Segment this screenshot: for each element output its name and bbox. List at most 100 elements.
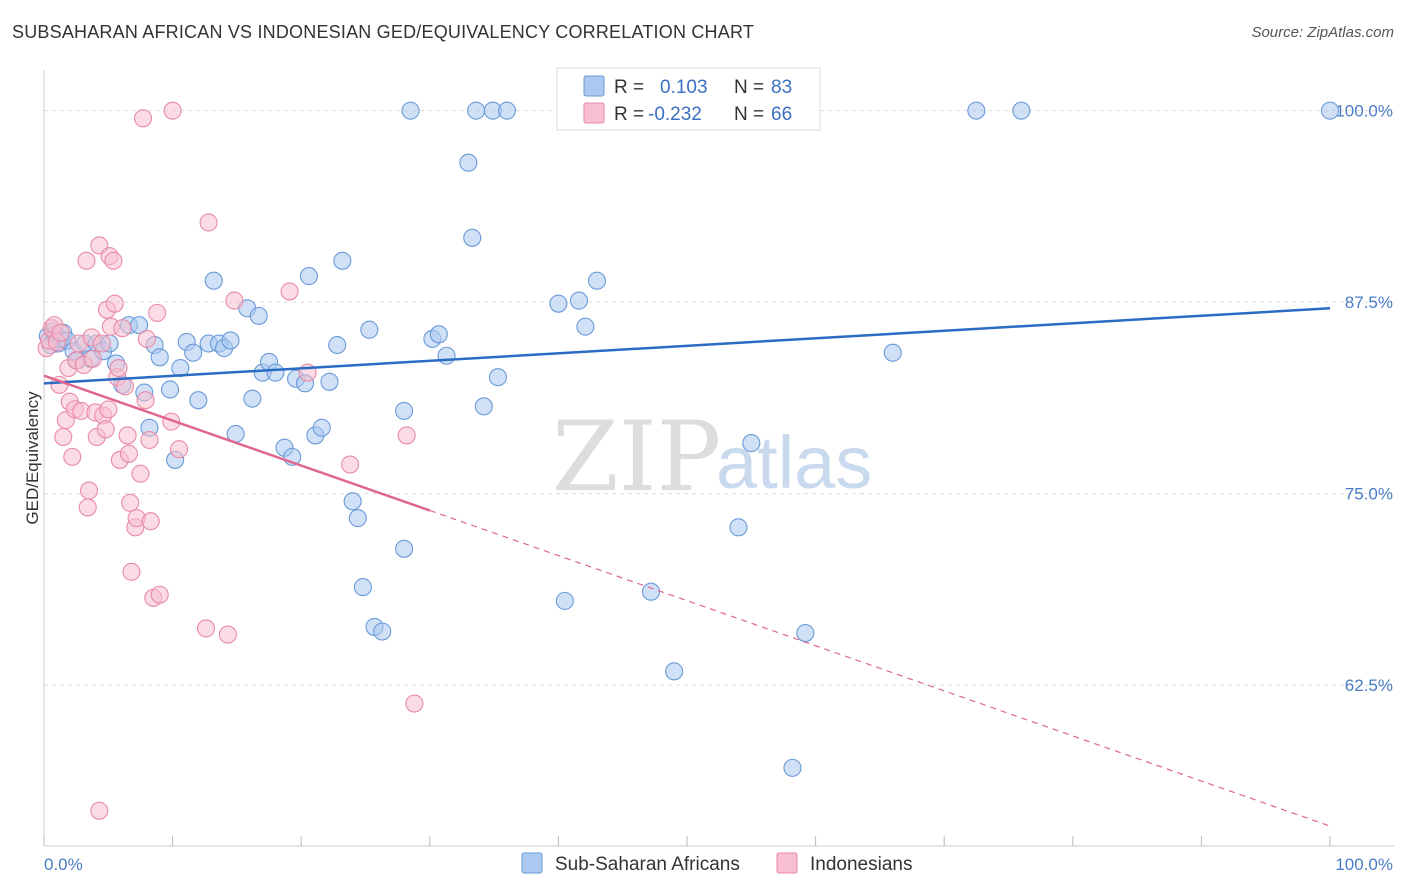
correlation-legend: R = 0.103 N = 83 R = -0.232 N = 66 xyxy=(556,67,821,131)
legend-r-value-1: 0.103 xyxy=(660,77,708,98)
data-point xyxy=(665,662,684,681)
data-point xyxy=(497,101,517,120)
data-point xyxy=(353,578,372,597)
data-point xyxy=(429,325,448,344)
data-point xyxy=(104,251,123,270)
data-point xyxy=(77,251,96,270)
data-point xyxy=(401,101,420,120)
data-point xyxy=(1320,101,1340,120)
legend-swatch-pink xyxy=(583,102,605,124)
data-point xyxy=(122,562,141,581)
data-point xyxy=(199,213,218,232)
data-point xyxy=(63,447,82,466)
x-tick-label-max: 100.0% xyxy=(1335,855,1393,874)
data-point xyxy=(83,349,102,368)
data-point xyxy=(221,331,240,350)
data-point xyxy=(266,363,285,382)
data-point xyxy=(488,368,508,387)
watermark: ZIP atlas xyxy=(552,401,872,513)
data-point xyxy=(54,427,73,447)
y-axis-label: GED/Equivalency xyxy=(23,391,42,525)
axes xyxy=(43,70,1394,847)
data-point xyxy=(312,418,331,437)
data-point xyxy=(137,329,156,348)
trend-line-sub-saharan-africans xyxy=(43,307,1331,385)
data-point xyxy=(405,694,424,713)
data-point xyxy=(141,512,160,531)
data-point xyxy=(783,758,802,777)
bottom-legend-label-2: Indonesians xyxy=(810,854,912,875)
data-point xyxy=(437,346,456,365)
data-point xyxy=(395,401,414,420)
data-point xyxy=(459,153,478,172)
data-point xyxy=(474,397,493,416)
data-point xyxy=(373,622,392,641)
data-point xyxy=(150,348,169,367)
data-point xyxy=(79,481,99,500)
data-point xyxy=(113,319,132,338)
data-point xyxy=(549,294,568,313)
data-point xyxy=(463,228,482,247)
data-point xyxy=(148,303,167,322)
watermark-zip: ZIP xyxy=(552,401,721,513)
data-point xyxy=(641,582,661,601)
data-point xyxy=(280,282,299,301)
data-point xyxy=(140,430,159,450)
legend-r-label-1: R = xyxy=(614,77,644,98)
trend-lines xyxy=(43,307,1331,827)
data-point xyxy=(131,464,150,483)
legend-swatch-blue xyxy=(583,75,605,97)
data-point xyxy=(184,343,203,362)
data-point xyxy=(196,619,216,638)
data-point xyxy=(115,377,135,396)
data-point xyxy=(218,625,237,644)
data-point xyxy=(883,343,902,362)
data-point xyxy=(169,440,189,459)
legend-n-label-1: N = xyxy=(734,77,764,98)
data-point xyxy=(729,518,748,537)
data-point xyxy=(160,380,180,399)
bottom-legend-label-1: Sub-Saharan Africans xyxy=(555,854,740,875)
data-point xyxy=(118,426,137,445)
data-point xyxy=(299,267,318,286)
data-point xyxy=(225,291,244,310)
data-point xyxy=(243,389,262,408)
data-point xyxy=(96,420,115,439)
data-point xyxy=(119,444,138,463)
trend-line-indonesians xyxy=(43,374,431,512)
series-indonesians xyxy=(37,101,424,820)
data-point xyxy=(397,426,416,445)
data-point xyxy=(467,101,486,120)
data-point xyxy=(569,291,589,310)
data-point xyxy=(1012,101,1031,120)
data-point xyxy=(333,251,352,270)
legend-r-label-2: R = xyxy=(614,104,644,125)
y-tick-label: 100.0% xyxy=(1335,102,1393,121)
data-point xyxy=(395,539,414,558)
data-point xyxy=(576,317,595,336)
y-tick-label: 75.0% xyxy=(1345,485,1393,504)
y-tick-labels: 62.5% 75.0% 87.5% 100.0% xyxy=(1335,102,1393,696)
data-point xyxy=(328,335,347,355)
data-point xyxy=(99,400,118,419)
data-point xyxy=(348,509,367,528)
data-point xyxy=(249,306,268,325)
bottom-legend-swatch-pink xyxy=(776,852,798,874)
data-point xyxy=(163,101,182,120)
data-point xyxy=(51,323,70,342)
data-point xyxy=(109,358,128,378)
legend-n-label-2: N = xyxy=(734,104,764,125)
chart-title: SUBSAHARAN AFRICAN VS INDONESIAN GED/EQU… xyxy=(12,22,755,42)
trend-line-indonesians-extension xyxy=(429,509,1331,827)
legend-r-value-2: -0.232 xyxy=(648,104,702,125)
legend-n-value-1: 83 xyxy=(771,77,792,98)
data-point xyxy=(78,498,97,517)
data-point xyxy=(133,109,153,128)
data-point xyxy=(150,585,169,604)
data-point xyxy=(360,320,379,339)
data-point xyxy=(121,493,140,512)
data-point xyxy=(967,101,986,120)
data-point xyxy=(204,271,223,290)
data-point xyxy=(796,624,815,643)
